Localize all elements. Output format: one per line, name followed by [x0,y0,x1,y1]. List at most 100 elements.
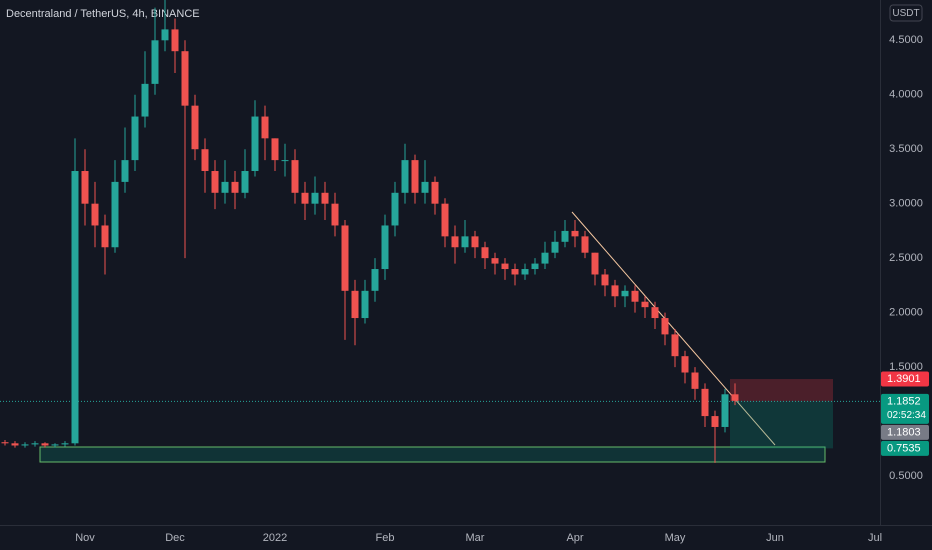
candle-body [411,160,419,193]
candle-body [491,258,499,264]
candle-body [281,160,289,162]
countdown: 02:52:34 [887,410,926,421]
candle-body [431,181,439,204]
x-tick-label: Jun [766,532,784,544]
trend-line[interactable] [571,211,776,446]
candle-body [581,236,589,253]
price-label-bg [881,440,929,456]
candle-body [371,269,379,291]
target-zone [730,401,833,449]
candle-body [101,225,109,248]
y-tick-label: 4.0000 [889,89,923,101]
candle-body [231,181,239,193]
candle-body [271,138,279,161]
candle-body [651,307,659,319]
price-label-bg [881,371,929,387]
candle-body [11,443,19,446]
y-tick-label: 2.5000 [889,252,923,264]
candle-body [141,83,149,117]
candle-body [121,160,129,182]
x-tick-label: 2022 [263,532,287,544]
candle-body [41,443,49,446]
candle-body [591,252,599,275]
price-label: 1.3901 [887,373,921,385]
candle-body [671,334,679,357]
y-tick-label: 0.5000 [889,470,923,482]
candle-body [31,443,39,445]
stop-zone [730,379,833,402]
candle-body [441,203,449,237]
candle-body [551,241,559,253]
candle-body [641,301,649,308]
candle-body [391,192,399,226]
candle-body [111,181,119,248]
x-tick-label: Nov [75,532,95,544]
candle-body [201,149,209,172]
candle-body [261,116,269,139]
candle-body [171,29,179,52]
x-tick-label: Dec [165,532,185,544]
candle-body [361,290,369,319]
price-label: 1.1803 [887,426,921,438]
candle-body [481,247,489,259]
x-tick-label: Mar [466,532,485,544]
candle-body [151,40,159,84]
candle-body [301,192,309,204]
x-tick-label: Apr [566,532,583,544]
price-label: 1.1852 [887,395,921,407]
candle-body [131,116,139,161]
candle-body [381,225,389,270]
candle-body [91,203,99,226]
candle-body [721,394,729,427]
candle-body [221,181,229,193]
candle-body [501,263,509,270]
support-zone[interactable] [39,446,826,463]
x-tick-label: Feb [376,532,395,544]
candle-body [531,263,539,270]
y-tick-label: 2.0000 [889,307,923,319]
candle-body [251,116,259,172]
candle-body [1,442,9,444]
candle-body [461,236,469,248]
candle-body [241,171,249,193]
candle-body [421,181,429,193]
candle-body [631,290,639,302]
price-label-bg [881,393,929,424]
candle-body [331,203,339,226]
candle-body [21,444,29,446]
candle-body [61,443,69,445]
candle-body [401,160,409,193]
x-tick-label: May [665,532,686,544]
candle-body [161,29,169,41]
candle-body [611,285,619,297]
candle-body [311,192,319,204]
candle-body [181,51,189,106]
currency-label: USDT [892,8,919,19]
candle-body [81,171,89,204]
candle-body [351,290,359,319]
candle-body [191,105,199,150]
candle-body [731,394,739,401]
candle-body [521,269,529,275]
candle-body [51,444,59,446]
candle-body [691,372,699,389]
currency-badge[interactable] [889,4,923,22]
candle-body [561,230,569,242]
candle-body [511,269,519,275]
candle-body [341,225,349,291]
candle-body [321,192,329,204]
candle-body [681,356,689,373]
price-label-bg [881,424,929,440]
y-tick-label: 1.5000 [889,361,923,373]
candle-body [601,274,609,286]
candle-body [211,171,219,193]
y-tick-label: 4.5000 [889,34,923,46]
x-tick-label: Jul [868,532,882,544]
candle-body [541,252,549,264]
y-tick-label: 3.5000 [889,143,923,155]
candle-body [571,230,579,237]
candle-body [711,416,719,427]
